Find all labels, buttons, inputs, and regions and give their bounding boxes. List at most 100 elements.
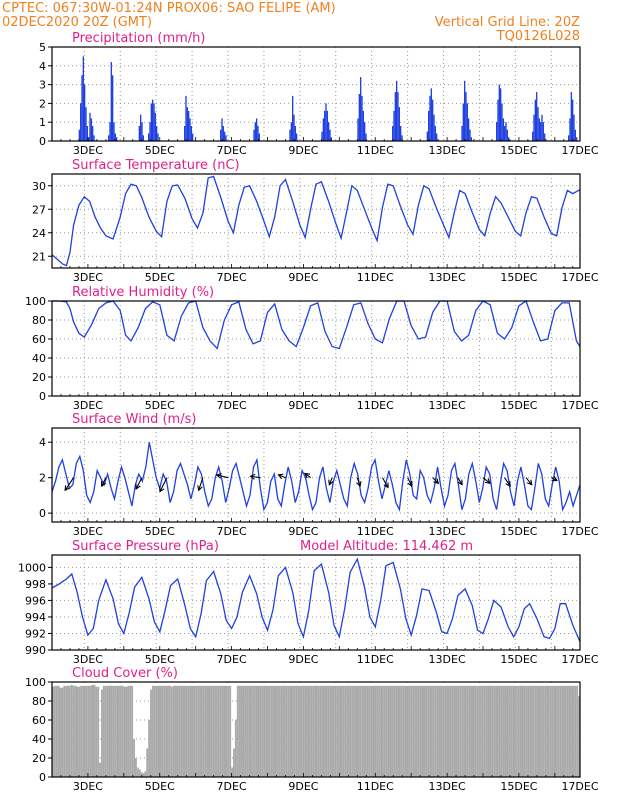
x-tick-label: 7DEC [217,780,247,793]
cloud-bar [368,685,371,777]
cloud-bar [568,685,571,777]
cloud-bar [432,685,435,777]
cloud-bar [348,685,350,777]
cloud-bar [146,748,149,777]
cloud-frame [51,681,581,778]
precip-bar [90,118,92,141]
cloud-bar [144,771,147,777]
y-tick-label: 27 [32,203,46,216]
x-tick-label: 5DEC [145,399,175,412]
cloud-bar [378,685,381,777]
precip-bar [186,107,188,141]
cloud-bar [108,685,111,777]
wind-vector [159,477,168,492]
cloud-bar [187,685,190,777]
precip-bar [501,103,503,141]
cloud-bar [57,685,60,777]
cloud-bar [225,685,228,777]
cloud-bar [357,685,360,777]
precip-bar [360,77,362,141]
x-tick-label: 9DEC [288,271,318,284]
cloud-title: Cloud Cover (%) [72,666,178,681]
cloud-bar [372,685,375,777]
cloud-bar [436,685,439,777]
cloud-bar [478,685,481,777]
cloud-bar [200,685,203,777]
precip-bar [190,125,192,141]
precip-bar [540,122,542,141]
wind-vector [328,477,333,485]
cloud-bar [297,685,300,777]
cloud-bar [425,685,428,777]
cloud-bar [221,685,224,777]
cloud-bar [151,685,154,777]
x-tick-label: 17DEC [561,653,598,666]
cloud-bar [382,685,384,777]
cloud-bar [564,685,567,777]
cloud-bar [331,685,333,777]
wind-title: Surface Wind (m/s) [72,412,196,427]
header-model-id: TQ0126L028 [496,29,580,44]
cloud-bar [280,685,283,777]
precip-bar [92,125,94,141]
pres-y-axis: 990 992 994 996 998 1000 [18,561,52,657]
precip-bar [538,118,540,141]
y-tick-label: 20 [32,371,46,384]
precip-bar [570,92,572,141]
precip-bar [508,137,510,141]
cloud-bar [78,686,81,777]
cloud-bar [210,685,213,777]
cloud-bar [423,685,426,777]
y-tick-label: 1 [39,116,46,129]
wind-vector [101,477,107,487]
y-tick-label: 4 [39,436,46,449]
cloud-bar [180,685,183,777]
precip-title: Precipitation (mm/h) [72,31,205,46]
cloud-bar [85,685,88,777]
precip-bar [573,114,575,141]
cloud-bar [176,685,179,777]
y-tick-label: 30 [32,180,46,193]
cloud-bar [444,685,447,777]
cloud-bar [334,685,337,777]
cloud-bar [53,685,56,777]
x-tick-label: 7DEC [217,271,247,284]
precip-bar [142,135,144,141]
cloud-bar [544,685,547,777]
pres-line [51,557,581,642]
cloud-bar [138,769,141,777]
cloud-bar [106,685,109,777]
cloud-bar [276,685,279,777]
cloud-bar [402,685,405,777]
wind-vector-head [407,481,413,488]
precip-bar [325,103,327,141]
cloud-panel: Cloud Cover (%) 0 20 40 60 80 100 3DEC 5DEC 7DEC 9… [25,666,599,793]
x-tick-label: 5DEC [145,271,175,284]
cloud-bar [442,685,445,777]
cloud-bar [400,685,403,777]
cloud-bar [248,685,250,777]
y-tick-label: 80 [32,695,46,708]
precip-bar [89,112,91,141]
cloud-bar [340,685,343,777]
precip-bar [329,129,331,141]
precip-bar [326,110,328,141]
wind-vector-head [64,485,70,492]
cloud-bar [261,685,264,777]
y-tick-label: 4 [39,60,46,73]
cloud-bar [359,685,362,777]
y-tick-label: 996 [25,594,46,607]
pres-panel: Surface Pressure (hPa) Model Altitude: 11… [18,539,599,666]
x-tick-label: 13DEC [429,271,466,284]
cloud-bar [302,685,305,777]
cloud-bar [272,685,275,777]
cloud-bar [517,685,520,777]
cloud-bar [161,685,164,777]
pres-series [51,557,581,642]
cloud-bar [542,685,545,777]
cloud-bar [72,685,75,777]
cloud-bar [332,685,335,777]
y-tick-label: 2 [39,97,46,110]
wind-y-axis: 0 2 4 [39,436,52,520]
cloud-bar [351,685,354,777]
